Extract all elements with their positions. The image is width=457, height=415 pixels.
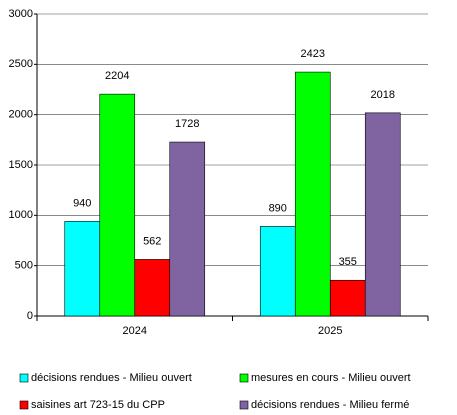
value-label: 940 [73,197,91,209]
y-tick-label: 2500 [9,58,33,70]
value-label: 2204 [105,70,129,82]
value-label: 355 [339,256,357,268]
bar [259,226,296,317]
legend-label: décisions rendues - Milieu fermé [251,399,409,411]
bar [329,279,366,317]
bar [294,71,331,317]
y-tick-label: 1500 [9,159,33,171]
legend-swatch [239,400,249,410]
y-tick-label: 1000 [9,209,33,221]
legend-swatch [239,373,249,383]
value-label: 1728 [175,118,199,130]
bar [169,141,206,317]
bar [134,259,171,317]
bar [364,112,401,317]
legend-label: saisines art 723-15 du CPP [31,399,165,411]
bar [64,221,101,317]
x-tick-label: 2024 [123,325,147,337]
legend-swatch [19,400,29,410]
bar [99,93,136,317]
value-label: 562 [143,235,161,247]
y-tick-label: 2000 [9,109,33,121]
legend-swatch [19,373,29,383]
y-tick-label: 0 [27,310,33,322]
x-tick-label: 2025 [318,325,342,337]
y-tick-label: 500 [15,260,33,272]
legend-label: décisions rendues - Milieu ouvert [31,372,192,384]
value-label: 2423 [301,48,325,60]
value-label: 890 [269,202,287,214]
value-label: 2018 [371,89,395,101]
y-tick-label: 3000 [9,8,33,20]
legend-label: mesures en cours - Milieu ouvert [251,372,411,384]
